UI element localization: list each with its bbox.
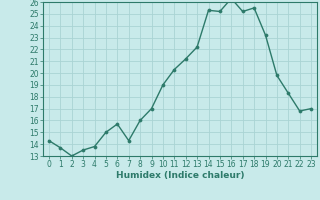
X-axis label: Humidex (Indice chaleur): Humidex (Indice chaleur)	[116, 171, 244, 180]
